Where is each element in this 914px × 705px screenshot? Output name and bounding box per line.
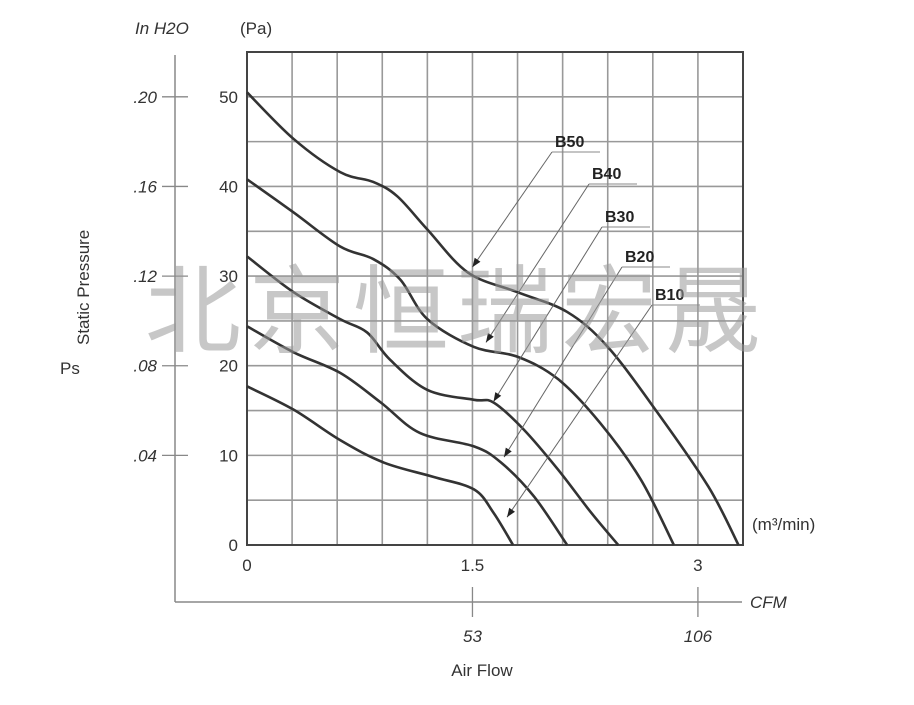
y2-unit-label: In H2O <box>135 19 189 38</box>
x-unit-label: (m³/min) <box>752 515 815 534</box>
curve-b10 <box>246 385 515 546</box>
series-label-b50: B50 <box>555 134 584 151</box>
plot-frame <box>246 51 744 546</box>
y-axis-title: Static Pressure <box>74 230 93 345</box>
y-axis-symbol: Ps <box>60 359 80 378</box>
curve-b20 <box>246 325 569 546</box>
arrowhead-icon <box>485 332 494 343</box>
y2-tick-label: .20 <box>133 88 157 107</box>
curve-b30 <box>246 255 620 546</box>
watermark: 北京恒瑞宏晟 <box>145 256 769 368</box>
y-tick-label: 0 <box>229 536 238 555</box>
series-label-b30: B30 <box>605 209 634 226</box>
series-label-b10: B10 <box>655 287 684 304</box>
x-tick-label: 3 <box>693 556 702 575</box>
arrowhead-icon <box>493 392 502 402</box>
y2-tick-label: .16 <box>133 177 157 196</box>
tick-labels: 0 10 20 30 40 50 0 1.5 3 .04 .08 .12 .16 .20 53 106 <box>133 88 712 646</box>
y-tick-label: 40 <box>219 177 238 196</box>
series-label-b40: B40 <box>592 166 621 183</box>
x2-tick-label: 106 <box>684 627 713 646</box>
x2-tick-label: 53 <box>463 627 482 646</box>
y-tick-label: 20 <box>219 357 238 376</box>
x-tick-label: 0 <box>242 556 251 575</box>
y-unit-label: (Pa) <box>240 19 272 38</box>
arrowhead-icon <box>472 257 481 268</box>
y2-tick-label: .12 <box>133 267 157 286</box>
leader-line <box>503 266 623 458</box>
annotations: B50 B40 B30 B20 B10 <box>472 134 700 518</box>
arrowhead-icon <box>504 447 512 458</box>
leader-line <box>472 151 553 268</box>
grid <box>247 52 743 545</box>
leader-line <box>493 226 603 402</box>
curve-b40 <box>246 178 676 546</box>
curves <box>246 91 740 546</box>
x2-unit-label-cfm: CFM <box>750 593 788 612</box>
curve-b50 <box>246 91 740 546</box>
y2-tick-label: .04 <box>133 446 157 465</box>
x-axis-title: Air Flow <box>451 661 513 680</box>
leader-line <box>485 183 590 343</box>
series-label-b20: B20 <box>625 249 654 266</box>
y-tick-label: 10 <box>219 446 238 465</box>
leader-line <box>506 304 653 518</box>
y-tick-label: 30 <box>219 267 238 286</box>
y-tick-label: 50 <box>219 88 238 107</box>
arrowhead-icon <box>507 507 515 518</box>
x-tick-label: 1.5 <box>461 556 485 575</box>
y2-tick-label: .08 <box>133 357 157 376</box>
